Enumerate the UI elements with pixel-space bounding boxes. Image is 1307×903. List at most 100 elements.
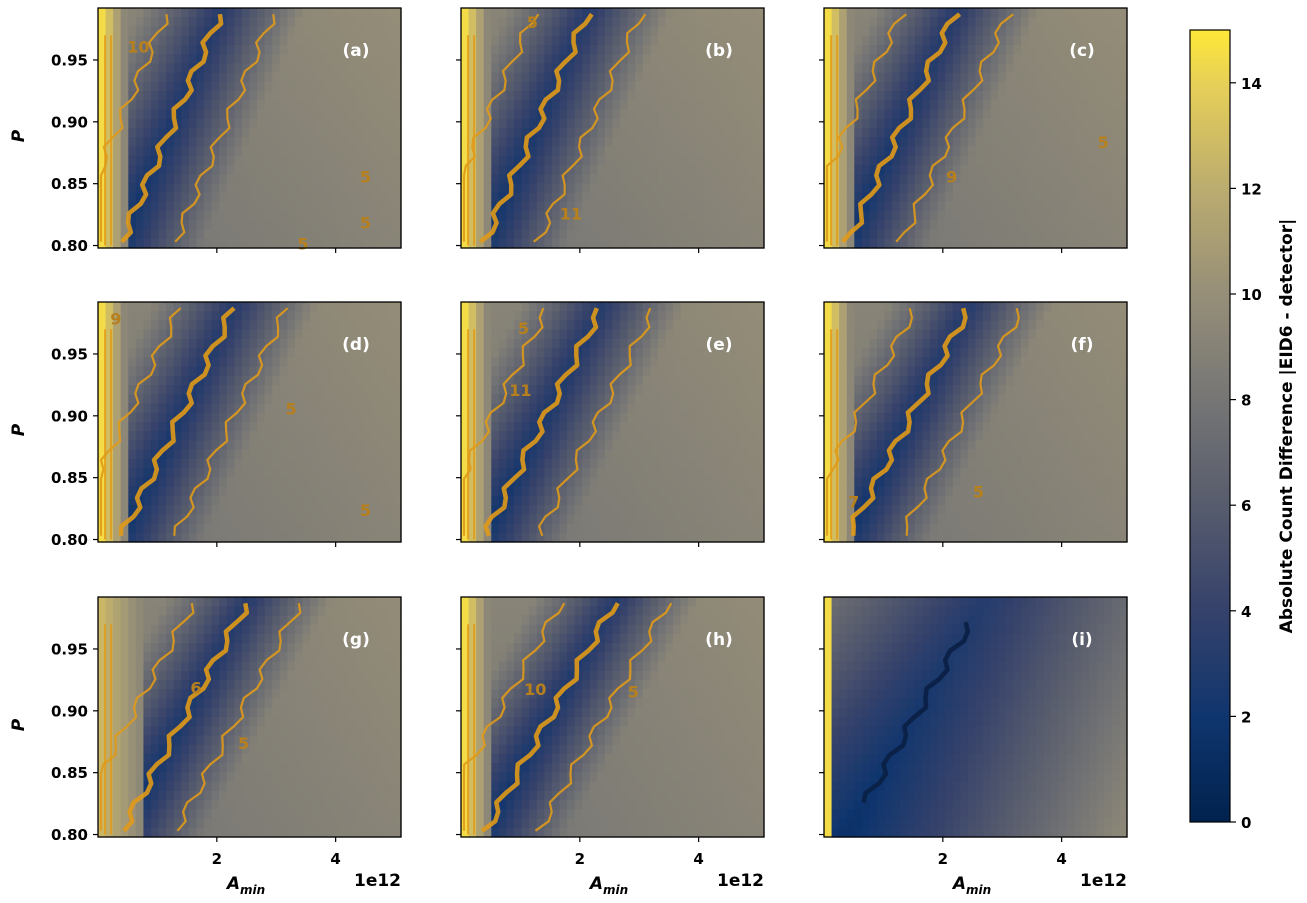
heatmap-cell [544,366,553,377]
heatmap-cell [355,320,364,331]
heatmap-cell [241,394,251,405]
heatmap-cell [922,91,931,101]
panel-tag: (b) [705,41,733,61]
heatmap-cell [922,118,931,129]
heatmap-cell [529,174,538,184]
heatmap-cell [279,532,288,543]
heatmap-cell [1073,63,1083,74]
heatmap-cell [861,201,871,212]
heatmap-cell [930,17,939,28]
heatmap-cell [226,486,235,497]
heatmap-cell [559,81,568,92]
heatmap-cell [945,211,954,221]
heatmap-cell [642,366,651,377]
heatmap-cell [839,44,848,55]
heatmap-cell [135,72,145,83]
heatmap-cell [363,100,372,111]
heatmap-cell [363,449,372,460]
heatmap-cell [665,338,674,349]
heatmap-cell [363,412,372,423]
heatmap-cell [143,449,152,460]
heatmap-cell [196,440,205,451]
heatmap-cell [355,72,364,83]
contour-label: 5 [527,13,538,32]
heatmap-cell [1066,44,1075,55]
heatmap-cell [627,329,636,340]
heatmap-cell [363,229,372,240]
heatmap-cell [355,338,364,349]
heatmap-cell [665,385,674,395]
heatmap-cell [340,91,349,101]
heatmap-cell [226,109,235,120]
heatmap-cell [120,17,129,28]
heatmap-cell [1043,100,1052,111]
heatmap-cell [726,109,735,120]
heatmap-cell [521,514,530,525]
heatmap-cell [824,35,833,46]
heatmap-cell [1104,211,1113,221]
heatmap-cell [219,44,228,55]
heatmap-cell [340,183,349,194]
heatmap-cell [173,238,182,249]
heatmap-cell [967,220,977,231]
heatmap-cell [914,229,924,240]
heatmap-cell [582,329,591,340]
heatmap-cell [1066,128,1075,138]
heatmap-cell [673,155,682,166]
heatmap-cell [680,128,689,138]
heatmap-cell [355,26,364,37]
heatmap-cell [514,35,523,46]
heatmap-cell [302,118,311,129]
heatmap-cell [226,183,235,194]
heatmap-cell [892,72,901,83]
heatmap-cell [370,164,379,175]
heatmap-cell [317,229,326,240]
heatmap-cell [582,505,591,515]
heatmap-cell [143,137,152,148]
heatmap-cell [204,422,213,432]
heatmap-cell [317,44,326,55]
heatmap-cell [1073,91,1083,101]
heatmap-cell [544,495,553,506]
heatmap-cell [1043,8,1052,18]
heatmap-cell [393,26,402,37]
heatmap-cell [294,72,304,83]
heatmap-cell [665,431,674,442]
heatmap-cell [514,302,523,312]
heatmap-cell [521,403,530,414]
heatmap-cell [726,128,735,138]
heatmap-cell [135,338,145,349]
heatmap-cell [476,100,485,111]
heatmap-cell [491,329,500,340]
heatmap-cell [491,118,500,129]
heatmap-cell [370,422,379,432]
heatmap-cell [272,8,281,18]
heatmap-cell [627,201,636,212]
heatmap-cell [204,17,213,28]
heatmap-cell [188,201,198,212]
heatmap-cell [287,91,296,101]
heatmap-cell [899,128,908,138]
heatmap-cell [574,514,583,525]
y-tick-label: 0.90 [51,113,88,131]
heatmap-cell [378,458,387,469]
heatmap-cell [317,375,326,386]
heatmap-cell [1073,26,1083,37]
heatmap-cell [211,201,220,212]
heatmap-cell [680,137,689,148]
heatmap-cell [703,26,712,37]
heatmap-cell [1036,183,1045,194]
heatmap-cell [188,211,198,221]
heatmap-cell [620,118,629,129]
heatmap-cell [310,357,319,368]
heatmap-cell [748,155,758,166]
heatmap-cell [204,320,213,331]
heatmap-cell [907,155,916,166]
heatmap-cell [113,44,122,55]
heatmap-cell [688,72,697,83]
heatmap-cell [347,72,357,83]
heatmap-cell [468,118,477,129]
heatmap-cell [181,229,190,240]
heatmap-cell [378,54,387,64]
heatmap-cell [355,329,364,340]
